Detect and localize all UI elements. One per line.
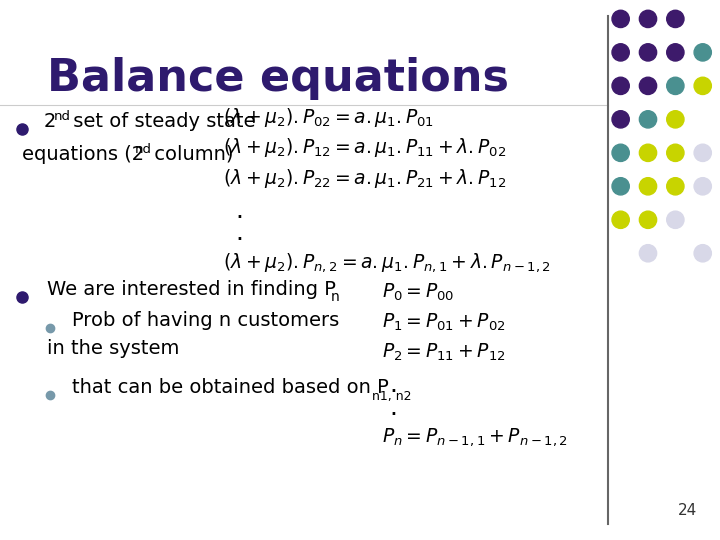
- Text: $P_n = P_{n-1,1} + P_{n-1,2}$: $P_n = P_{n-1,1} + P_{n-1,2}$: [382, 426, 567, 448]
- Text: $P_2 = P_{11} + P_{12}$: $P_2 = P_{11} + P_{12}$: [382, 341, 505, 363]
- Text: .: .: [390, 373, 397, 397]
- Circle shape: [612, 144, 629, 161]
- Text: nd: nd: [54, 110, 71, 123]
- Circle shape: [639, 44, 657, 61]
- Circle shape: [694, 77, 711, 94]
- Circle shape: [694, 245, 711, 262]
- Text: n1, n2: n1, n2: [372, 390, 412, 403]
- Circle shape: [694, 144, 711, 161]
- Text: $(\lambda + \mu_2).P_{n,2} = a.\mu_1.P_{n,1} + \lambda.P_{n-1,2}$: $(\lambda + \mu_2).P_{n,2} = a.\mu_1.P_{…: [223, 251, 551, 274]
- Circle shape: [612, 10, 629, 28]
- Circle shape: [612, 77, 629, 94]
- Text: in the system: in the system: [47, 339, 179, 357]
- Circle shape: [667, 10, 684, 28]
- Circle shape: [639, 245, 657, 262]
- Circle shape: [612, 178, 629, 195]
- Text: Balance equations: Balance equations: [47, 57, 509, 100]
- Text: $(\lambda + \mu_2).P_{22} = a.\mu_1.P_{21} + \lambda.P_{12}$: $(\lambda + \mu_2).P_{22} = a.\mu_1.P_{2…: [223, 167, 507, 190]
- Circle shape: [612, 44, 629, 61]
- Circle shape: [667, 211, 684, 228]
- Circle shape: [639, 10, 657, 28]
- Circle shape: [612, 211, 629, 228]
- Text: set of steady state: set of steady state: [67, 112, 256, 131]
- Circle shape: [667, 144, 684, 161]
- Text: Prob of having n customers: Prob of having n customers: [72, 311, 339, 330]
- Circle shape: [612, 111, 629, 128]
- Circle shape: [639, 211, 657, 228]
- Circle shape: [694, 178, 711, 195]
- Text: $P_0 = P_{00}$: $P_0 = P_{00}$: [382, 282, 454, 303]
- Text: .: .: [235, 199, 243, 222]
- Text: .: .: [235, 221, 243, 245]
- Text: We are interested in finding P: We are interested in finding P: [47, 280, 336, 299]
- Circle shape: [639, 77, 657, 94]
- Circle shape: [667, 44, 684, 61]
- Circle shape: [639, 111, 657, 128]
- Text: column): column): [148, 145, 233, 164]
- Circle shape: [694, 44, 711, 61]
- Text: 2: 2: [43, 112, 55, 131]
- Circle shape: [639, 144, 657, 161]
- Circle shape: [667, 77, 684, 94]
- Circle shape: [667, 111, 684, 128]
- Circle shape: [667, 178, 684, 195]
- Text: .: .: [390, 396, 397, 420]
- Text: $P_1 = P_{01} + P_{02}$: $P_1 = P_{01} + P_{02}$: [382, 312, 505, 333]
- Text: nd: nd: [135, 143, 152, 156]
- Text: n: n: [330, 290, 340, 304]
- Circle shape: [639, 178, 657, 195]
- Text: equations (2: equations (2: [22, 145, 144, 164]
- Text: that can be obtained based on P: that can be obtained based on P: [72, 379, 389, 397]
- Text: $(\lambda + \mu_2).P_{02} = a.\mu_1.P_{01}$: $(\lambda + \mu_2).P_{02} = a.\mu_1.P_{0…: [223, 106, 434, 129]
- Text: 24: 24: [678, 503, 697, 518]
- Text: $(\lambda + \mu_2).P_{12} = a.\mu_1.P_{11} + \lambda.P_{02}$: $(\lambda + \mu_2).P_{12} = a.\mu_1.P_{1…: [223, 137, 507, 159]
